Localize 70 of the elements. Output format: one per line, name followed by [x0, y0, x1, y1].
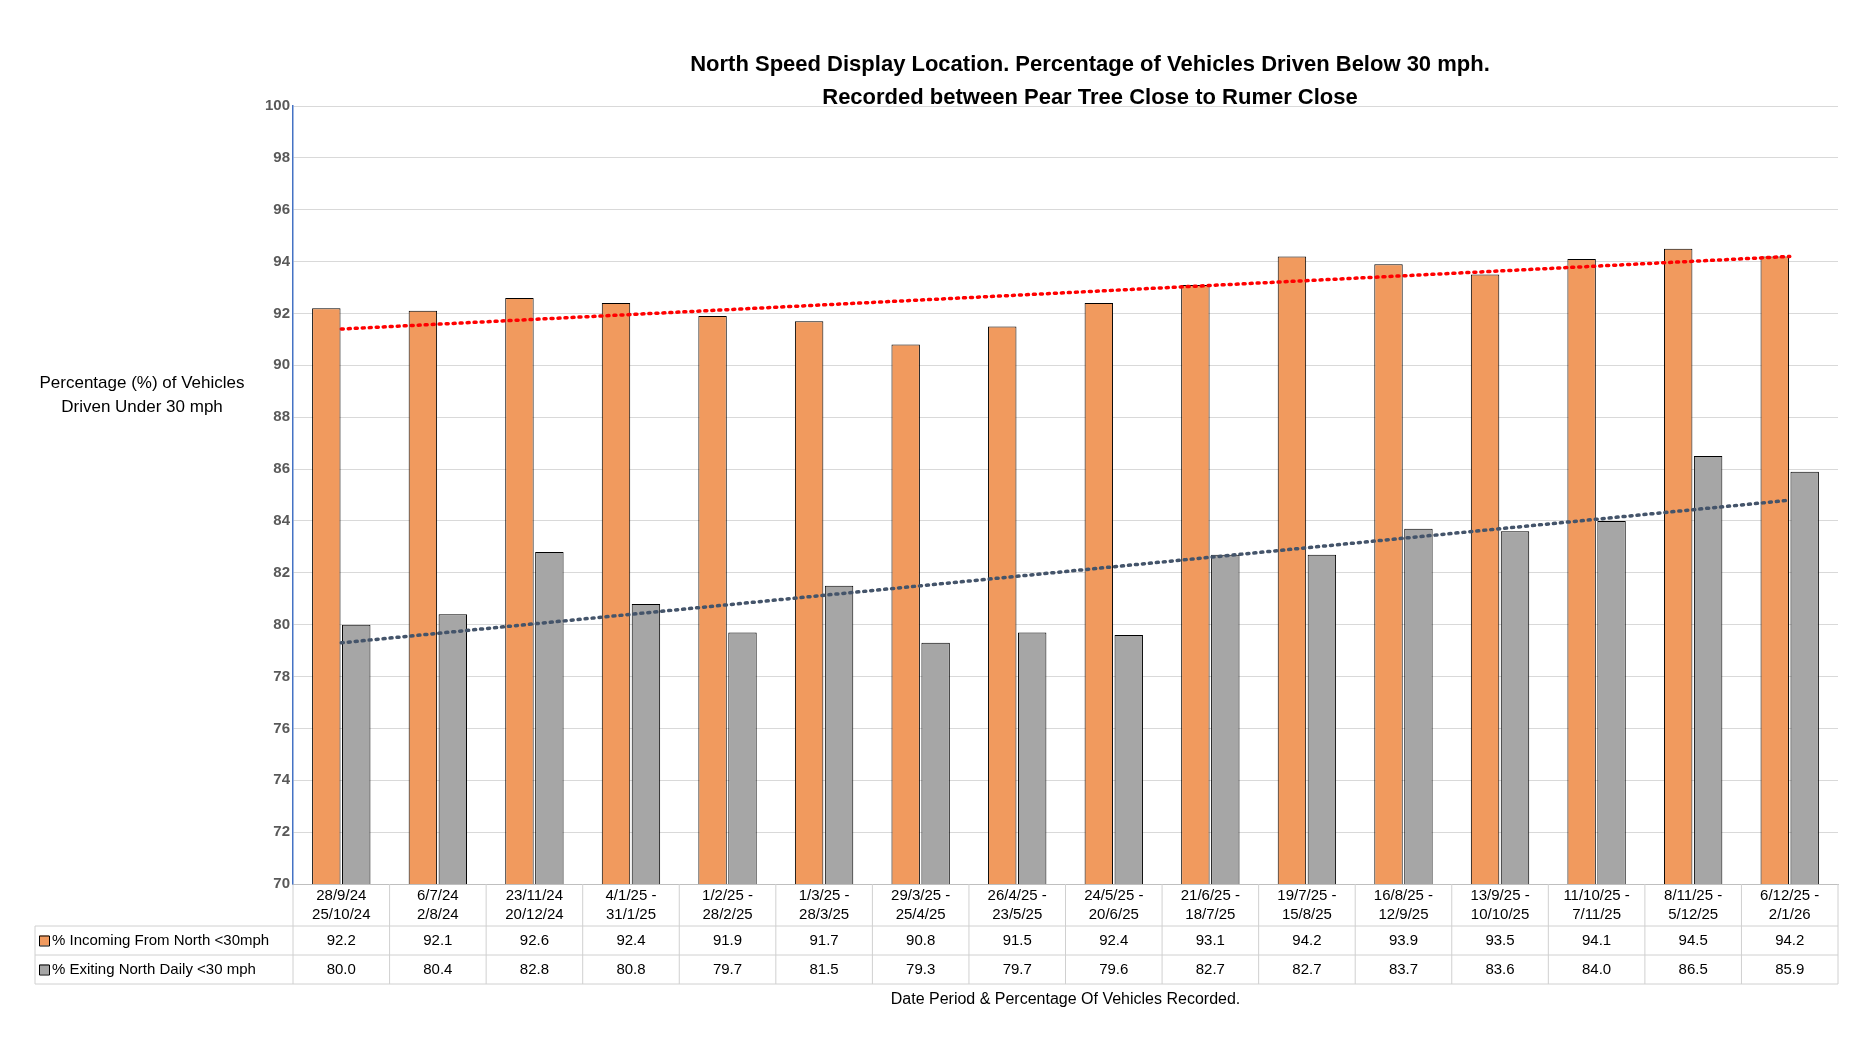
x-tick-label: 28/9/24 25/10/24 [312, 886, 371, 923]
x-tick-label: 19/7/25 - 15/8/25 [1277, 886, 1337, 923]
x-tick-label: 8/11/25 - 5/12/25 [1664, 886, 1723, 923]
data-label: 82.7 [1195, 959, 1225, 977]
data-label: 80.8 [616, 959, 646, 977]
y-tick-label: 72 [273, 822, 290, 840]
x-tick-label: 24/5/25 - 20/6/25 [1084, 886, 1144, 923]
data-label: 94.1 [1581, 930, 1612, 948]
x-tick-label: 6/12/25 - 2/1/26 [1760, 886, 1820, 923]
x-tick-label: 16/8/25 - 12/9/25 [1373, 886, 1434, 923]
x-tick-label: 1/2/25 - 28/2/25 [702, 886, 753, 923]
data-label: 79.6 [1099, 959, 1129, 977]
data-label: 93.9 [1388, 930, 1419, 948]
data-label: 80.4 [423, 959, 453, 977]
x-tick-label: 6/7/24 2/8/24 [416, 886, 459, 923]
data-label: 93.1 [1195, 930, 1225, 948]
x-tick-label: 4/1/25 - 31/1/25 [605, 886, 657, 923]
y-tick-label: 96 [273, 199, 290, 217]
y-tick-label: 76 [273, 718, 290, 736]
y-tick-label: 90 [273, 355, 290, 373]
data-label: 93.5 [1485, 930, 1515, 948]
legend-label: % Incoming From North <30mph [52, 930, 270, 948]
y-tick-label: 84 [273, 511, 291, 529]
y-tick-label: 86 [273, 459, 290, 477]
x-tick-label: 23/11/24 20/12/24 [505, 886, 564, 923]
y-tick-label: 94 [273, 251, 291, 269]
x-axis-title: Date Period & Percentage Of Vehicles Recorded. [890, 990, 1241, 1008]
chart-title: North Speed Display Location. Percentage of Vehicles Driven Below 30 mph. [690, 51, 1490, 77]
data-label: 79.7 [1002, 959, 1032, 977]
data-label: 92.1 [423, 930, 453, 948]
data-label: 82.8 [519, 959, 550, 977]
x-tick-label: 26/4/25 - 23/5/25 [987, 886, 1047, 923]
y-tick-label: 100 [264, 96, 290, 114]
y-tick-label: 98 [273, 148, 290, 166]
data-label: 82.7 [1292, 959, 1322, 977]
chart-subtitle: Recorded between Pear Tree Close to Rumer Close [822, 84, 1358, 110]
x-tick-label: 13/9/25 - 10/10/25 [1470, 886, 1530, 923]
y-tick-label: 70 [273, 874, 290, 892]
data-label: 94.2 [1775, 930, 1805, 948]
y-tick-label: 80 [273, 614, 290, 632]
data-label: 81.5 [809, 959, 839, 977]
legend-label: % Exiting North Daily <30 mph [52, 959, 256, 977]
data-label: 92.4 [1099, 930, 1129, 948]
data-label: 91.5 [1002, 930, 1032, 948]
data-label: 92.4 [616, 930, 646, 948]
x-tick-label: 11/10/25 - 7/11/25 [1563, 886, 1630, 923]
data-label: 90.8 [906, 930, 936, 948]
x-tick-label: 21/6/25 - 18/7/25 [1180, 886, 1240, 923]
data-label: 79.3 [906, 959, 936, 977]
data-label: 85.9 [1775, 959, 1805, 977]
x-tick-label: 1/3/25 - 28/3/25 [798, 886, 850, 923]
data-label: 94.5 [1678, 930, 1708, 948]
y-tick-label: 74 [273, 770, 291, 788]
data-label: 91.7 [809, 930, 839, 948]
y-tick-label: 82 [273, 562, 290, 580]
y-tick-label: 92 [273, 303, 290, 321]
data-label: 83.7 [1388, 959, 1419, 977]
data-label: 83.6 [1485, 959, 1515, 977]
data-label: 92.6 [519, 930, 550, 948]
data-label: 80.0 [326, 959, 356, 977]
y-tick-label: 78 [273, 666, 290, 684]
data-label: 91.9 [712, 930, 743, 948]
data-label: 86.5 [1678, 959, 1708, 977]
data-label: 94.2 [1292, 930, 1322, 948]
y-tick-label: 88 [273, 407, 290, 425]
x-tick-label: 29/3/25 - 25/4/25 [891, 886, 951, 923]
y-axis-title: Percentage (%) of Vehicles Driven Under 30 mph [39, 372, 245, 416]
data-label: 92.2 [326, 930, 356, 948]
data-label: 79.7 [712, 959, 743, 977]
data-label: 84.0 [1581, 959, 1612, 977]
